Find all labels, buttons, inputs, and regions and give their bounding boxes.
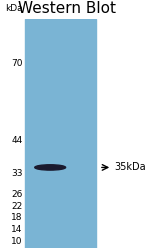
Text: 14: 14 <box>11 225 22 234</box>
Text: 33: 33 <box>11 169 22 178</box>
Ellipse shape <box>35 165 66 170</box>
Text: 18: 18 <box>11 213 22 222</box>
Text: 70: 70 <box>11 59 22 68</box>
Text: 22: 22 <box>11 201 22 211</box>
Title: Western Blot: Western Blot <box>18 1 116 16</box>
Bar <box>25 19 96 248</box>
Text: 10: 10 <box>11 237 22 246</box>
Text: 44: 44 <box>11 136 22 145</box>
Text: kDa: kDa <box>5 4 22 13</box>
Text: 26: 26 <box>11 190 22 199</box>
Text: 35kDa: 35kDa <box>115 162 146 172</box>
